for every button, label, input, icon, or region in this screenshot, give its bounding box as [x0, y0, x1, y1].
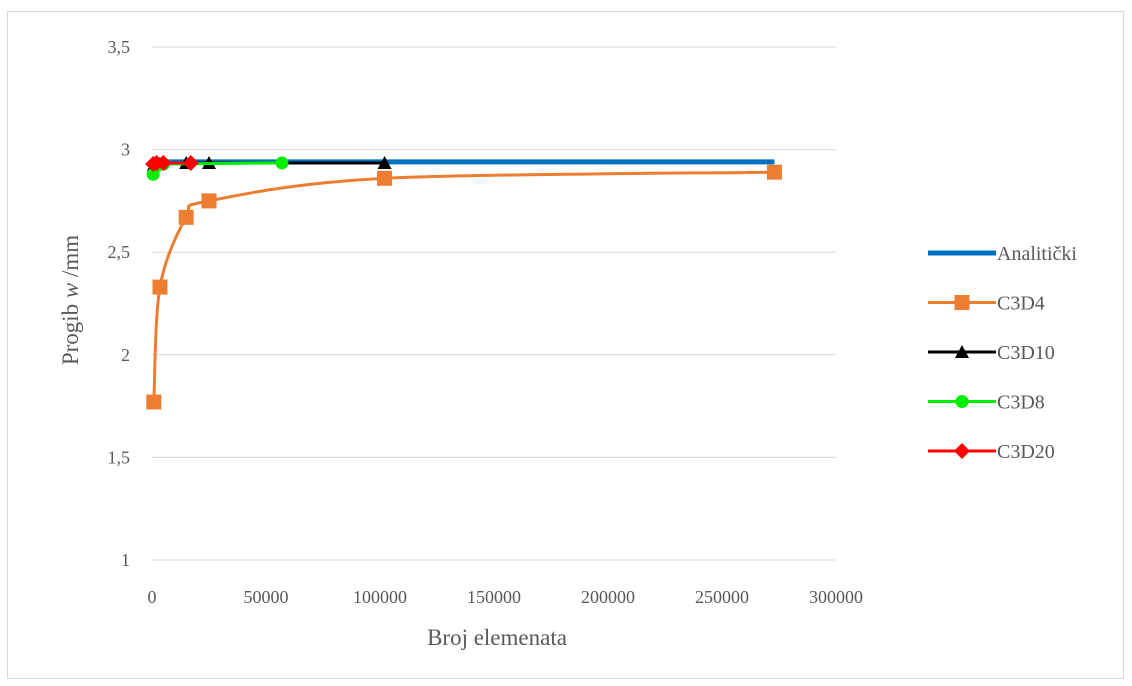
legend-marker: [955, 345, 969, 358]
data-point: [182, 154, 199, 171]
chart-frame: [7, 11, 1124, 679]
series-line: [151, 161, 282, 175]
data-point: [766, 164, 782, 180]
x-tick-label: 0: [148, 587, 157, 607]
data-point: [146, 394, 162, 410]
legend-marker: [954, 295, 970, 310]
data-point: [201, 193, 217, 209]
x-tick-label: 300000: [809, 587, 863, 607]
legend-item: C3D8: [928, 392, 1045, 414]
legend-label: Analitički: [997, 243, 1077, 265]
data-point: [155, 154, 172, 171]
data-point: [275, 156, 289, 170]
x-tick-labels: 0 50000 100000 150000 200000 250000 300000: [148, 587, 864, 607]
series-c3d4: [146, 164, 782, 410]
x-tick-label: 200000: [581, 587, 635, 607]
series-c3d20: [145, 154, 199, 172]
x-tick-label: 50000: [244, 587, 289, 607]
y-axis-title: Progib w /mm: [58, 235, 83, 365]
x-tick-label: 100000: [353, 587, 407, 607]
legend-item: C3D4: [928, 293, 1045, 315]
y-tick-label: 1,5: [108, 447, 131, 467]
y-tick-label: 2: [121, 345, 130, 365]
legend-label: C3D10: [997, 342, 1055, 364]
y-tick-label: 3,5: [108, 37, 131, 57]
y-tick-label: 2,5: [108, 242, 131, 262]
legend-item: C3D10: [928, 342, 1055, 364]
y-tick-labels: 1 1,5 2 2,5 3 3,5: [108, 37, 131, 570]
y-axis-title-prefix: Progib: [58, 298, 83, 365]
legend-marker: [955, 395, 969, 408]
y-tick-label: 1: [121, 550, 130, 570]
data-point: [152, 279, 168, 295]
legend-label: C3D4: [997, 293, 1045, 315]
legend: Analitički C3D4 C3D10 C3D8 C3D20: [928, 243, 1077, 463]
legend-marker: [954, 443, 970, 459]
data-point: [377, 155, 392, 169]
series-line: [152, 170, 775, 403]
y-axis-title-var: w: [58, 282, 83, 298]
y-axis-title-suffix: /mm: [58, 235, 83, 283]
x-axis-title: Broj elemenata: [427, 625, 567, 650]
legend-item: Analitički: [928, 243, 1077, 265]
x-tick-label: 250000: [695, 587, 749, 607]
gridlines: [152, 46, 836, 561]
x-tick-label: 150000: [467, 587, 521, 607]
data-point: [178, 209, 194, 225]
data-point: [377, 170, 393, 186]
legend-item: C3D20: [928, 441, 1055, 463]
legend-label: C3D20: [997, 441, 1055, 463]
legend-label: C3D8: [997, 392, 1045, 414]
y-tick-label: 3: [121, 140, 130, 160]
series-layer: [145, 154, 782, 410]
